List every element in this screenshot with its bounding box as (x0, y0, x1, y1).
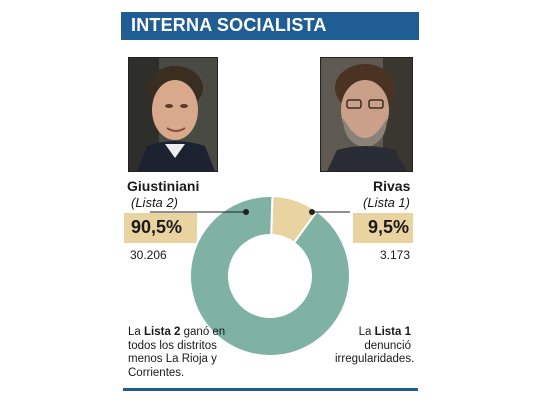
leader-dot-left (243, 209, 249, 215)
candidate-list-left: (Lista 2) (131, 195, 178, 210)
donut-slice-lista2 (189, 195, 351, 357)
percent-right: 9,5% (367, 217, 409, 237)
leader-dot-right (309, 209, 315, 215)
note-right-bold: Lista 1 (374, 326, 411, 338)
percent-box-right (353, 213, 413, 243)
candidate-list-right: (Lista 1) (363, 195, 410, 210)
note-right-pre: La (358, 326, 375, 338)
bottom-rule (123, 388, 418, 391)
portrait-rivas (320, 57, 413, 172)
percent-left: 90,5% (131, 217, 183, 237)
note-left-bold: Lista 2 (144, 326, 181, 338)
percent-box-left (124, 213, 197, 243)
votes-right: 3.173 (379, 248, 410, 262)
votes-left: 30.206 (130, 248, 167, 262)
note-left: La Lista 2 ganó en todos los distritos m… (128, 326, 228, 380)
title-banner (121, 12, 419, 40)
note-left-pre: La (128, 326, 144, 338)
candidate-name-left: Giustiniani (127, 178, 200, 194)
note-right: La Lista 1 denunció irregularidades. (335, 326, 415, 367)
note-right-post: denunció irregularidades. (335, 339, 415, 366)
page-title: INTERNA SOCIALISTA (131, 15, 327, 35)
note-left-post: ganó en todos los distritos menos La Rio… (128, 326, 226, 379)
portrait-giustiniani (128, 57, 218, 172)
candidate-name-right: Rivas (373, 178, 411, 194)
